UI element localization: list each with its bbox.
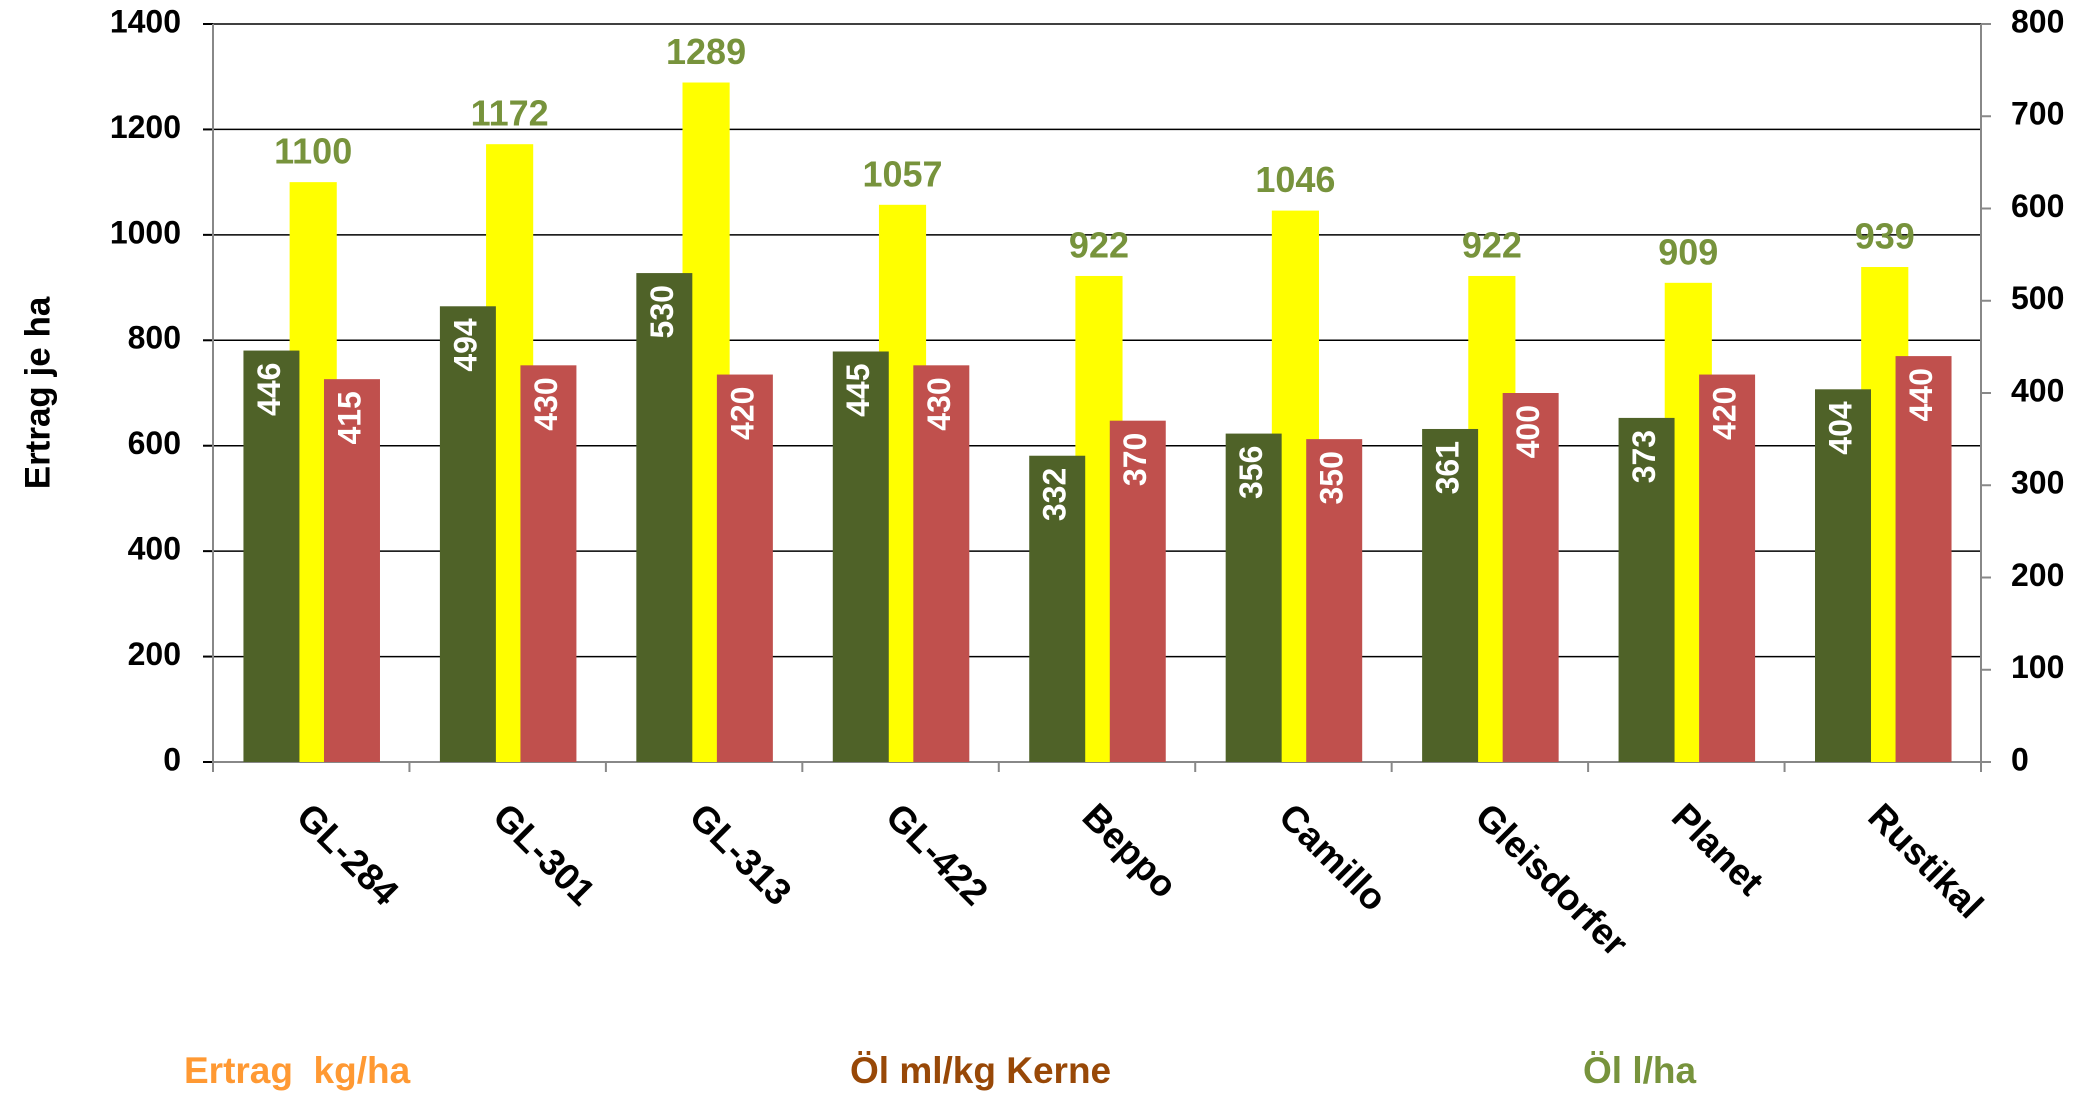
data-label: 939 xyxy=(1855,216,1915,257)
data-label: 332 xyxy=(1037,468,1073,521)
data-label: 370 xyxy=(1117,433,1153,486)
data-label: 440 xyxy=(1903,368,1939,421)
data-label: 415 xyxy=(331,391,367,444)
data-label: 445 xyxy=(840,363,876,416)
bar xyxy=(1502,393,1559,762)
y-tick-label: 800 xyxy=(128,320,181,356)
bar xyxy=(1306,439,1363,762)
y-tick-label: 400 xyxy=(128,531,181,567)
x-tick-label: GL-301 xyxy=(485,796,603,914)
y-tick-label: 0 xyxy=(163,741,181,777)
y2-tick-label: 0 xyxy=(2011,741,2029,777)
bar xyxy=(1699,374,1756,762)
y2-tick-label: 500 xyxy=(2011,280,2064,316)
x-tick-label: Rustikal xyxy=(1860,796,1991,927)
data-label: 909 xyxy=(1658,231,1718,272)
data-label: 922 xyxy=(1462,224,1522,265)
legend-label: Ertrag kg/ha xyxy=(184,1050,411,1091)
data-label: 1057 xyxy=(862,153,942,194)
bar xyxy=(716,374,773,762)
bar xyxy=(1225,433,1282,762)
y2-tick-label: 600 xyxy=(2011,188,2064,224)
bar xyxy=(323,379,380,762)
y2-tick-label: 100 xyxy=(2011,649,2064,685)
bar xyxy=(913,365,970,762)
bar xyxy=(1895,356,1952,762)
y-tick-label: 1000 xyxy=(110,214,181,250)
data-label: 1289 xyxy=(666,31,746,72)
data-label: 494 xyxy=(447,318,483,372)
data-label: 350 xyxy=(1314,451,1350,504)
legend-label: Öl l/ha xyxy=(1583,1050,1697,1091)
data-label: 1046 xyxy=(1255,159,1335,200)
data-label: 361 xyxy=(1430,441,1466,494)
bar xyxy=(243,350,300,762)
y-tick-label: 1400 xyxy=(110,3,181,39)
bar xyxy=(520,365,577,762)
x-tick-label: GL-284 xyxy=(289,796,407,914)
legend-label: Öl ml/kg Kerne xyxy=(850,1050,1111,1091)
x-tick-label: Planet xyxy=(1664,796,1772,904)
data-label: 1172 xyxy=(471,93,549,134)
data-label: 530 xyxy=(644,285,680,338)
y2-tick-label: 300 xyxy=(2011,465,2064,501)
data-label: 430 xyxy=(528,377,564,430)
bar xyxy=(1815,389,1871,762)
y2-tick-label: 800 xyxy=(2011,3,2064,39)
y-tick-label: 600 xyxy=(128,425,181,461)
data-label: 356 xyxy=(1233,446,1269,499)
data-label: 420 xyxy=(724,387,760,440)
bar xyxy=(1029,455,1086,762)
y2-tick-label: 700 xyxy=(2011,96,2064,132)
x-tick-label: Camillo xyxy=(1271,796,1394,919)
y-tick-label: 200 xyxy=(128,636,181,672)
bar xyxy=(1422,428,1479,762)
bar xyxy=(1109,420,1166,762)
y-tick-label: 1200 xyxy=(110,109,181,145)
x-tick-label: Beppo xyxy=(1075,796,1185,906)
bar xyxy=(832,351,889,762)
data-label: 404 xyxy=(1822,401,1858,455)
x-tick-label: Gleisdorfer xyxy=(1467,796,1636,965)
data-label: 420 xyxy=(1707,387,1743,440)
data-label: 446 xyxy=(251,363,287,416)
data-label: 400 xyxy=(1510,405,1546,458)
x-tick-label: GL-422 xyxy=(878,796,996,914)
bar xyxy=(636,273,693,762)
data-label: 430 xyxy=(921,377,957,430)
data-label: 922 xyxy=(1069,224,1129,265)
x-tick-label: GL-313 xyxy=(682,796,800,914)
y2-tick-label: 200 xyxy=(2011,557,2064,593)
bar xyxy=(439,306,496,762)
bar xyxy=(1618,417,1675,762)
y-axis-title: Ertrag je ha xyxy=(18,296,57,489)
y2-tick-label: 400 xyxy=(2011,372,2064,408)
data-label: 1100 xyxy=(274,131,352,172)
data-label: 373 xyxy=(1626,430,1662,483)
